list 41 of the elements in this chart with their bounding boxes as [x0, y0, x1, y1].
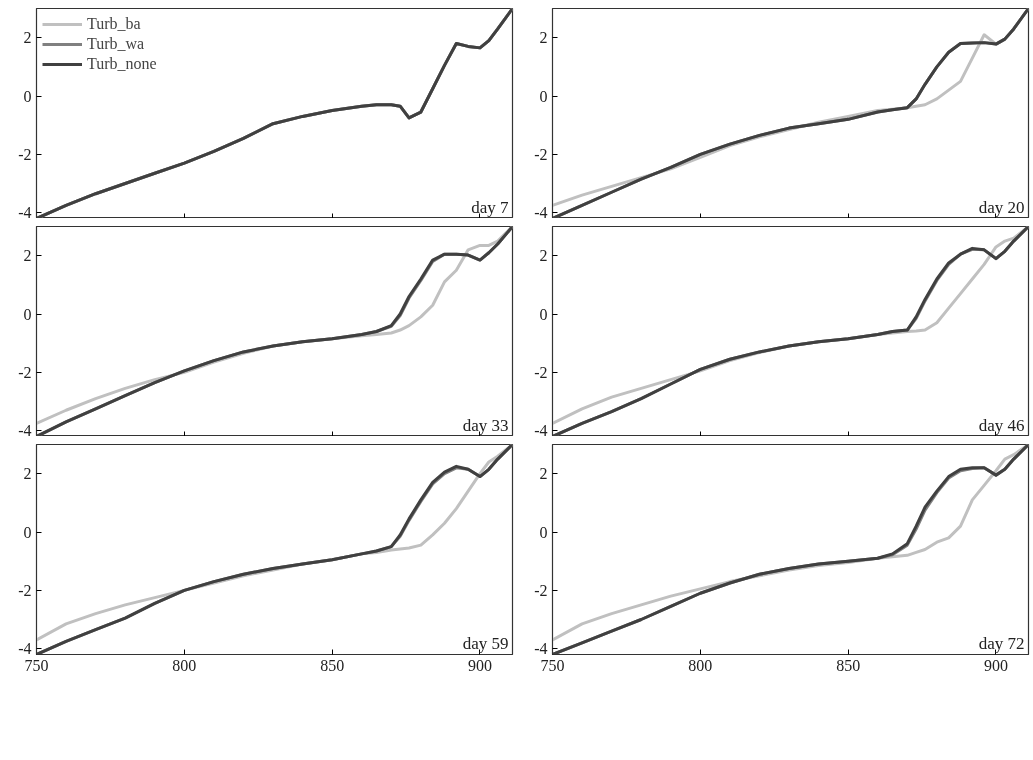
y-tick-label: -4: [534, 640, 548, 658]
y-tick-label: 2: [539, 29, 548, 47]
legend-label: Turb_wa: [87, 35, 145, 53]
y-tick-label: 2: [539, 465, 548, 483]
legend-label: Turb_ba: [87, 15, 141, 33]
x-tick-label: 750: [24, 656, 49, 674]
y-tick-label: 0: [539, 87, 548, 105]
x-tick-label: 800: [172, 656, 197, 674]
x-tick-label: 900: [467, 656, 492, 674]
x-tick-label: 850: [320, 656, 345, 674]
y-tick-label: 2: [23, 465, 32, 483]
y-tick-label: -4: [18, 204, 32, 222]
annotation: day 7: [471, 197, 509, 217]
y-tick-label: -2: [534, 581, 548, 599]
y-tick-label: 0: [539, 305, 548, 323]
y-tick-label: 0: [23, 523, 32, 541]
annotation: day 59: [462, 633, 509, 653]
y-tick-label: -2: [18, 145, 32, 163]
y-tick-label: -2: [18, 363, 32, 381]
y-tick-label: 0: [23, 305, 32, 323]
x-tick-label: 750: [540, 656, 565, 674]
y-tick-label: 2: [23, 247, 32, 265]
y-tick-label: -4: [534, 204, 548, 222]
x-tick-label: 850: [836, 656, 861, 674]
annotation: day 20: [978, 197, 1025, 217]
y-tick-label: 2: [539, 247, 548, 265]
y-tick-label: -2: [534, 145, 548, 163]
y-tick-label: -2: [18, 581, 32, 599]
annotation: day 46: [978, 415, 1025, 435]
y-tick-label: 0: [23, 87, 32, 105]
y-tick-label: -2: [534, 363, 548, 381]
x-tick-label: 800: [688, 656, 713, 674]
annotation: day 72: [978, 633, 1025, 653]
y-tick-label: 0: [539, 523, 548, 541]
legend-label: Turb_none: [87, 55, 157, 73]
annotation: day 33: [462, 415, 509, 435]
x-tick-label: 900: [983, 656, 1008, 674]
y-tick-label: -4: [18, 640, 32, 658]
y-tick-label: 2: [23, 29, 32, 47]
y-tick-label: -4: [534, 422, 548, 440]
y-tick-label: -4: [18, 422, 32, 440]
